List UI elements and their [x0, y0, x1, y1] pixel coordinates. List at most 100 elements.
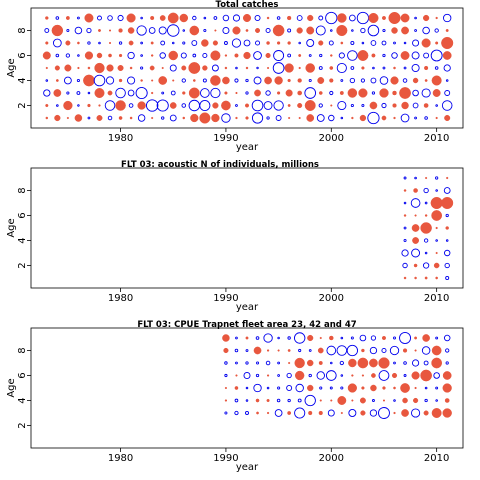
positive-residual-point: [381, 347, 387, 354]
negative-residual-point: [400, 13, 410, 23]
positive-residual-point: [276, 16, 281, 20]
positive-residual-point: [327, 409, 335, 417]
positive-residual-point: [275, 115, 282, 121]
positive-residual-point: [316, 371, 325, 380]
positive-residual-point: [411, 51, 420, 60]
negative-residual-point: [423, 103, 429, 108]
negative-residual-point: [431, 75, 442, 86]
positive-residual-point: [403, 66, 407, 70]
negative-residual-point: [118, 116, 123, 120]
positive-residual-point: [361, 41, 365, 45]
positive-residual-point: [308, 373, 312, 378]
positive-residual-point: [156, 99, 169, 112]
positive-residual-point: [107, 15, 113, 21]
negative-residual-point: [371, 53, 376, 58]
x-tick-label: 2010: [424, 133, 449, 144]
positive-residual-point: [318, 15, 324, 21]
x-tick-label: 1990: [213, 133, 238, 144]
negative-residual-point: [287, 41, 291, 45]
positive-residual-point: [403, 226, 407, 230]
negative-residual-point: [445, 226, 449, 230]
negative-residual-point: [413, 263, 418, 268]
negative-residual-point: [267, 66, 270, 70]
positive-residual-point: [232, 14, 241, 22]
negative-residual-point: [45, 16, 49, 20]
negative-residual-point: [224, 386, 227, 390]
positive-residual-point: [127, 89, 135, 97]
negative-residual-point: [337, 13, 347, 23]
negative-residual-point: [212, 40, 218, 46]
positive-residual-point: [319, 386, 323, 390]
positive-residual-point: [287, 398, 291, 403]
negative-residual-point: [318, 410, 323, 416]
positive-residual-point: [435, 176, 439, 180]
positive-residual-point: [273, 100, 284, 111]
negative-residual-point: [423, 410, 429, 416]
positive-residual-point: [340, 116, 344, 120]
negative-residual-point: [235, 116, 238, 120]
positive-residual-point: [382, 28, 386, 33]
positive-residual-point: [77, 16, 80, 20]
positive-residual-point: [253, 76, 262, 85]
negative-residual-point: [266, 374, 270, 377]
positive-residual-point: [414, 176, 417, 180]
positive-residual-point: [191, 40, 198, 46]
negative-residual-point: [308, 410, 313, 416]
axis-ticks: 1980 1990 2000 2010 2 4 6 8: [17, 27, 449, 144]
x-tick-label: 1990: [213, 293, 238, 304]
positive-residual-point: [424, 201, 428, 205]
positive-residual-point: [148, 27, 156, 34]
axis-ticks: 1980 1990 2000 2010 2 4 6 8: [17, 187, 449, 304]
positive-residual-point: [298, 348, 302, 353]
negative-residual-point: [265, 52, 271, 59]
negative-residual-point: [96, 115, 103, 121]
bubble-points: [222, 332, 452, 419]
x-tick-label: 2000: [319, 453, 344, 464]
positive-residual-point: [348, 409, 357, 417]
negative-residual-point: [361, 66, 365, 70]
negative-residual-point: [424, 276, 428, 280]
positive-residual-point: [378, 407, 390, 419]
negative-residual-point: [381, 335, 386, 341]
negative-residual-point: [222, 76, 230, 85]
panel-cpue-trapnet: FLT 03: CPUE Trapnet fleet area 23, 42 a…: [6, 320, 464, 473]
negative-residual-point: [167, 12, 179, 24]
y-axis-label: Age: [6, 218, 17, 237]
negative-residual-point: [129, 116, 133, 120]
positive-residual-point: [145, 99, 159, 112]
positive-residual-point: [444, 90, 451, 96]
positive-residual-point: [56, 104, 59, 107]
negative-residual-point: [266, 411, 270, 415]
positive-residual-point: [286, 385, 293, 391]
x-tick-label: 2010: [424, 293, 449, 304]
positive-residual-point: [224, 373, 228, 378]
negative-residual-point: [431, 210, 443, 221]
negative-residual-point: [297, 102, 303, 109]
negative-residual-point: [245, 336, 249, 340]
negative-residual-point: [107, 90, 113, 96]
positive-residual-point: [430, 49, 443, 62]
positive-residual-point: [315, 25, 326, 36]
positive-residual-point: [423, 238, 429, 243]
positive-residual-point: [277, 336, 280, 340]
positive-residual-point: [87, 41, 91, 45]
positive-residual-point: [235, 336, 238, 340]
positive-residual-point: [445, 239, 449, 242]
negative-residual-point: [94, 62, 105, 74]
negative-residual-point: [151, 79, 154, 82]
negative-residual-point: [296, 27, 303, 34]
negative-residual-point: [45, 116, 49, 120]
negative-residual-point: [435, 251, 438, 255]
positive-residual-point: [414, 116, 417, 120]
positive-residual-point: [443, 187, 451, 194]
negative-residual-point: [359, 114, 367, 122]
positive-residual-point: [245, 361, 249, 365]
negative-residual-point: [351, 116, 354, 120]
negative-residual-point: [442, 408, 452, 418]
negative-residual-point: [54, 114, 61, 122]
negative-residual-point: [182, 91, 186, 95]
negative-residual-point: [212, 102, 219, 109]
negative-residual-point: [108, 53, 112, 58]
negative-residual-point: [431, 408, 442, 418]
